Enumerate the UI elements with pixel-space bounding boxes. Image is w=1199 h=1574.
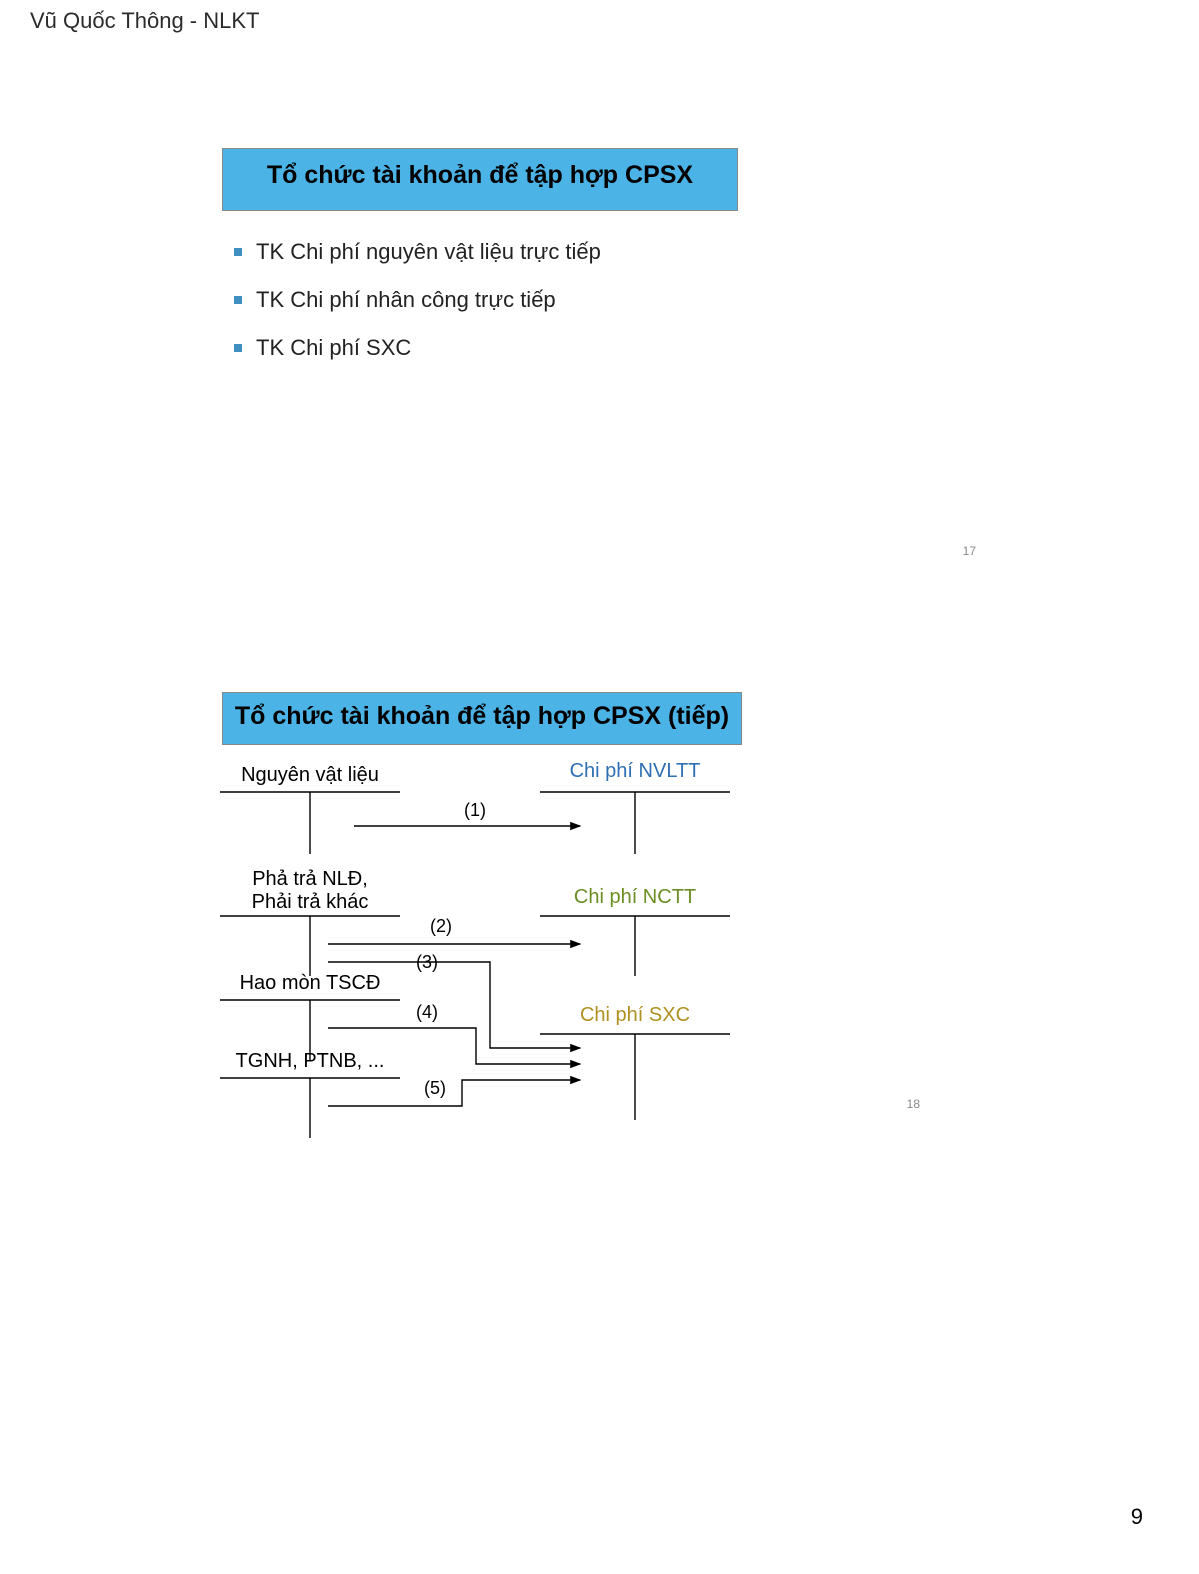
t-account-label: Phả trả NLĐ,Phải trả khác bbox=[220, 868, 400, 914]
t-account-diagram-svg bbox=[220, 752, 940, 1152]
t-account-label: Nguyên vật liệu bbox=[220, 764, 400, 787]
t-account-label: TGNH, PTNB, ... bbox=[220, 1050, 400, 1073]
slide-18-diagram: Nguyên vật liệu Phả trả NLĐ,Phải trả khác… bbox=[220, 752, 940, 1122]
arrow-step-label: (1) bbox=[464, 800, 486, 821]
list-item: TK Chi phí nguyên vật liệu trực tiếp bbox=[228, 239, 940, 265]
t-account-label: Hao mòn TSCĐ bbox=[220, 972, 400, 995]
slide-17-title: Tổ chức tài khoản để tập hợp CPSX bbox=[222, 148, 738, 211]
arrow-step-label: (3) bbox=[416, 952, 438, 973]
t-account-label: Chi phí NVLTT bbox=[540, 760, 730, 783]
list-item: TK Chi phí nhân công trực tiếp bbox=[228, 287, 940, 313]
t-account-label: Chi phí SXC bbox=[540, 1004, 730, 1027]
page-number: 9 bbox=[1131, 1504, 1143, 1530]
arrow-step-label: (2) bbox=[430, 916, 452, 937]
slide-17: Tổ chức tài khoản để tập hợp CPSX TK Chi… bbox=[220, 148, 940, 568]
list-item: TK Chi phí SXC bbox=[228, 335, 940, 361]
document-page: Vũ Quốc Thông - NLKT Tổ chức tài khoản đ… bbox=[0, 0, 1199, 1574]
slide-17-page-number: 17 bbox=[963, 544, 976, 558]
t-account-label: Chi phí NCTT bbox=[540, 886, 730, 909]
author-header: Vũ Quốc Thông - NLKT bbox=[30, 8, 260, 34]
slide-18: Tổ chức tài khoản để tập hợp CPSX (tiếp)… bbox=[220, 692, 940, 1122]
slide-18-page-number: 18 bbox=[907, 1097, 920, 1111]
arrow-step-label: (5) bbox=[424, 1078, 446, 1099]
slide-17-bullet-list: TK Chi phí nguyên vật liệu trực tiếp TK … bbox=[228, 239, 940, 361]
arrow-step-label: (4) bbox=[416, 1002, 438, 1023]
slide-18-title: Tổ chức tài khoản để tập hợp CPSX (tiếp) bbox=[222, 692, 742, 745]
